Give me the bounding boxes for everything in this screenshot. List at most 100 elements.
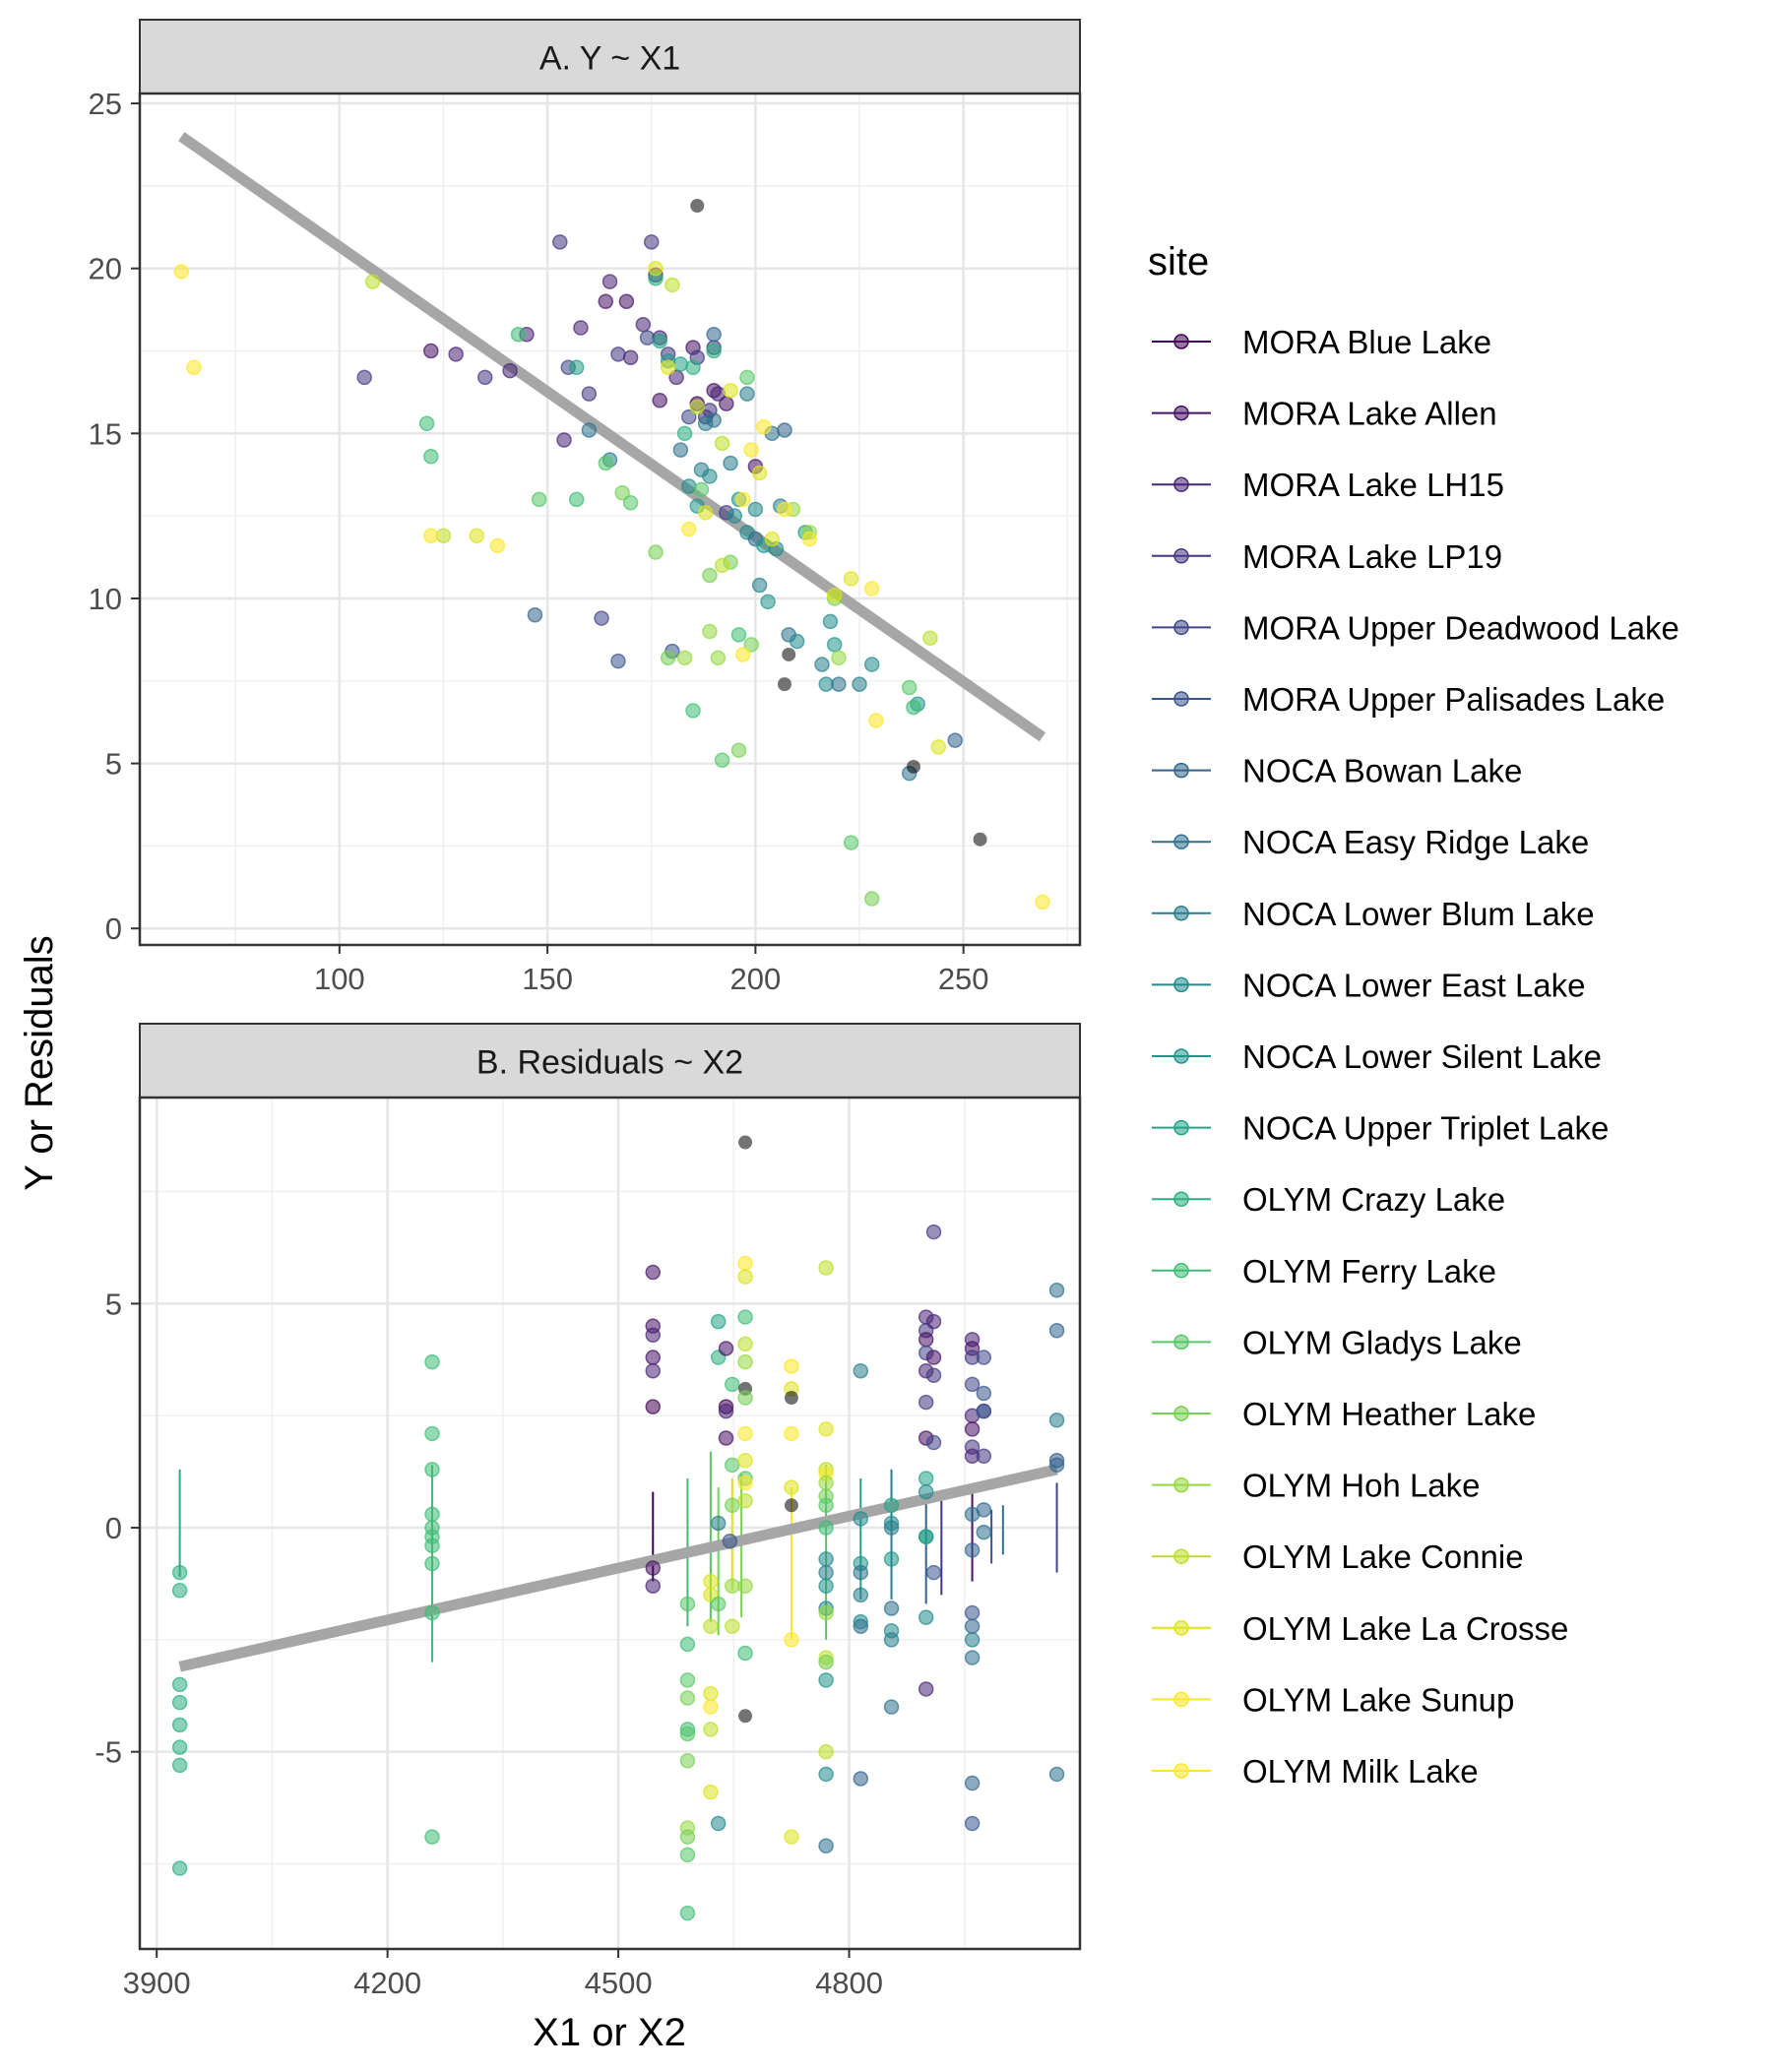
legend-key-point (1173, 834, 1189, 849)
legend-key-point (1173, 1263, 1189, 1279)
data-point (693, 481, 710, 498)
data-point (831, 650, 847, 666)
data-point (448, 346, 464, 362)
data-point (685, 703, 701, 719)
data-point (601, 274, 618, 289)
legend-label: OLYM Hoh Lake (1242, 1468, 1481, 1504)
data-point (702, 469, 718, 484)
y-tick-label: 10 (89, 582, 122, 616)
data-point (760, 594, 776, 610)
data-point (171, 1694, 188, 1711)
legend-label: MORA Lake LP19 (1242, 538, 1502, 575)
data-point (648, 544, 664, 560)
data-point (964, 1618, 981, 1634)
legend-item: NOCA Lower East Lake (1152, 967, 1586, 1003)
legend-title: site (1148, 240, 1209, 283)
legend-label: MORA Lake Allen (1242, 396, 1497, 432)
data-point (703, 1784, 719, 1800)
data-point (635, 316, 652, 333)
data-point (777, 422, 792, 438)
data-point (598, 293, 614, 309)
data-point (918, 1483, 934, 1500)
x-tick-label: 4200 (353, 1966, 421, 2000)
data-point (777, 501, 792, 518)
data-point (737, 1492, 753, 1509)
panel-border (138, 1096, 1082, 1951)
legend-key-point (1173, 334, 1189, 349)
data-point (706, 343, 722, 359)
legend-key-point (1173, 476, 1189, 492)
legend-item: NOCA Lower Silent Lake (1152, 1038, 1602, 1075)
data-point (737, 1578, 753, 1594)
data-point (614, 484, 630, 501)
data-point (1048, 1457, 1065, 1474)
facet-title: B. Residuals ~ X2 (476, 1044, 743, 1082)
data-point (725, 1618, 740, 1634)
data-point (843, 571, 859, 587)
data-point (703, 1722, 719, 1737)
data-point (681, 521, 697, 537)
data-point (469, 528, 485, 544)
x-tick-label: 200 (730, 962, 782, 996)
data-point (818, 1421, 834, 1437)
data-point (818, 1766, 834, 1783)
legend-item: NOCA Bowan Lake (1152, 753, 1522, 789)
data-point (814, 657, 830, 672)
data-point (901, 679, 918, 696)
y-tick-label: 5 (105, 1287, 122, 1321)
legend-label: OLYM Gladys Lake (1242, 1324, 1522, 1360)
x-tick-label: 100 (314, 962, 365, 996)
data-point (1048, 1322, 1065, 1339)
legend-key-point (1173, 1548, 1189, 1564)
legend-label: NOCA Lower Silent Lake (1242, 1038, 1602, 1075)
data-point (751, 577, 768, 594)
data-point (660, 359, 676, 376)
data-point (925, 1224, 942, 1240)
legend-key-point (1173, 1691, 1189, 1708)
data-point (581, 386, 598, 402)
data-point (644, 234, 660, 250)
data-point (964, 1632, 981, 1648)
data-point (618, 293, 635, 309)
data-point (679, 1636, 696, 1653)
data-point (672, 356, 689, 372)
data-point (973, 832, 987, 847)
data-point (171, 1583, 188, 1599)
data-point (1035, 894, 1050, 910)
data-point (645, 1350, 662, 1365)
data-point (681, 408, 697, 425)
data-point (964, 1815, 981, 1832)
panels: A. Y ~ X1 100 150 200 250 0 5 10 15 20 25 B. Residu… (89, 19, 1082, 2000)
y-axis-label: Y or Residuals (18, 935, 61, 1190)
legend-item: MORA Upper Palisades Lake (1152, 681, 1665, 718)
x-tick-label: 150 (522, 962, 573, 996)
data-point (831, 676, 847, 692)
facet-strip (139, 19, 1081, 94)
data-point (883, 1497, 900, 1514)
data-point (822, 613, 839, 630)
data-point (976, 1350, 992, 1365)
data-point (645, 1327, 662, 1344)
data-point (801, 531, 818, 547)
data-point (725, 1578, 740, 1594)
legend-label: OLYM Lake Sunup (1242, 1681, 1514, 1718)
data-point (853, 1564, 869, 1581)
data-point (714, 557, 730, 574)
x-tick-label: 4500 (585, 1966, 653, 2000)
legend-label: OLYM Lake Connie (1242, 1538, 1524, 1575)
legend-item: OLYM Milk Lake (1152, 1753, 1479, 1789)
legend-label: NOCA Bowan Lake (1242, 753, 1522, 789)
data-point (723, 382, 738, 399)
data-point (706, 326, 722, 343)
data-point (853, 1618, 869, 1634)
legend-label: OLYM Ferry Lake (1242, 1253, 1496, 1289)
data-point (730, 627, 747, 643)
data-point (784, 1391, 798, 1406)
data-point (424, 1555, 440, 1572)
data-point (922, 630, 938, 646)
data-point (964, 1376, 981, 1393)
data-point (679, 1829, 696, 1845)
data-point (423, 343, 439, 359)
y-tick-label: 15 (89, 416, 122, 451)
legend-item: OLYM Lake La Crosse (1152, 1610, 1568, 1647)
